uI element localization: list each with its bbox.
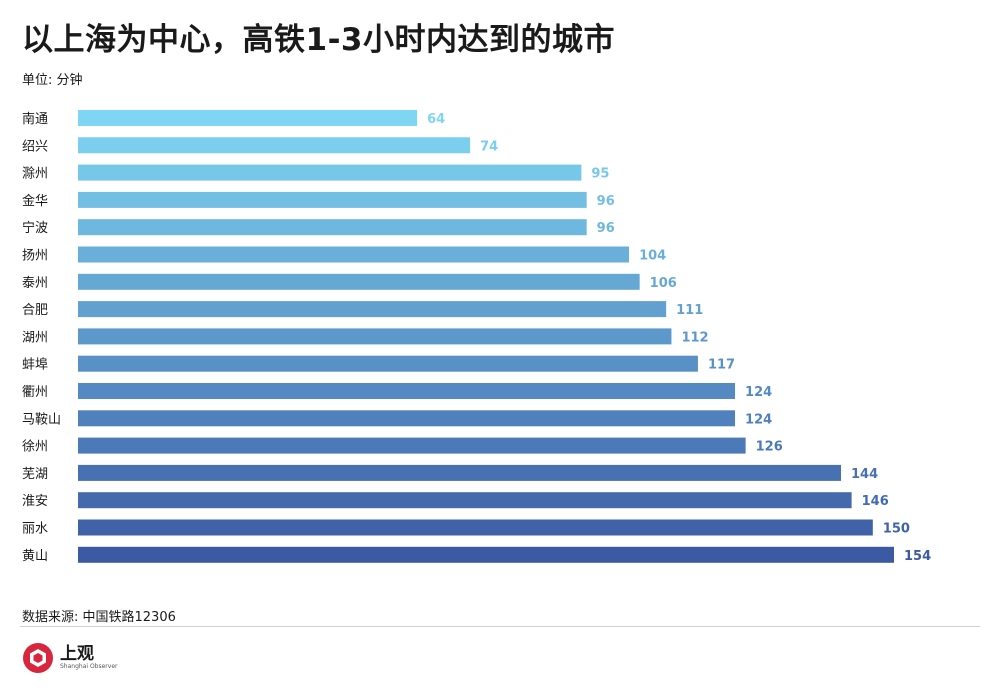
value-label: 144 <box>851 467 878 482</box>
category-label: 湖州 <box>22 330 48 345</box>
bar-chart: 南通 64 绍兴 74 滁州 95 金华 96 宁波 96 扬州 104 泰州 106 合肥 111 湖州 112… <box>22 110 931 564</box>
category-label: 泰州 <box>22 276 48 291</box>
category-label: 宁波 <box>22 220 48 236</box>
bar <box>78 246 630 263</box>
category-label: 合肥 <box>22 303 48 318</box>
value-label: 106 <box>650 276 677 291</box>
bar <box>78 328 672 345</box>
value-label: 124 <box>745 412 772 427</box>
value-label: 74 <box>480 139 498 154</box>
bar <box>78 219 587 236</box>
value-label: 154 <box>904 549 931 564</box>
value-label: 117 <box>708 358 735 373</box>
bar <box>78 519 873 536</box>
logo-text: 上观 <box>60 644 94 664</box>
category-label: 南通 <box>22 111 48 127</box>
value-label: 150 <box>883 522 910 537</box>
logo-mark-icon <box>23 643 53 673</box>
value-label: 95 <box>591 167 609 182</box>
bar <box>78 546 894 563</box>
category-label: 徐州 <box>22 440 48 455</box>
category-label: 绍兴 <box>22 139 48 154</box>
bar <box>78 492 852 509</box>
value-label: 104 <box>639 249 666 264</box>
logo-subtext: Shanghai Observer <box>60 663 118 670</box>
bar <box>78 191 587 208</box>
value-label: 126 <box>756 440 783 455</box>
chart-title: 以上海为中心，高铁1-3小时内达到的城市 <box>22 22 616 58</box>
value-label: 64 <box>427 112 445 127</box>
unit-label: 单位: 分钟 <box>22 73 83 88</box>
bar <box>78 464 842 481</box>
value-label: 146 <box>862 494 889 509</box>
publisher-logo: 上观 Shanghai Observer <box>22 640 117 676</box>
bar <box>78 383 736 399</box>
value-label: 96 <box>597 221 615 236</box>
category-label: 丽水 <box>22 522 48 537</box>
divider <box>20 626 980 627</box>
bar <box>78 355 698 372</box>
bar <box>78 164 582 181</box>
bar <box>78 301 667 318</box>
source-note: 数据来源: 中国铁路12306 <box>22 610 176 625</box>
category-label: 扬州 <box>22 249 48 264</box>
bar <box>78 437 746 454</box>
category-label: 蚌埠 <box>22 358 48 373</box>
category-label: 衢州 <box>22 385 48 400</box>
category-label: 金华 <box>22 193 48 209</box>
category-label: 马鞍山 <box>22 411 61 427</box>
bar <box>78 410 736 427</box>
bar <box>78 110 418 126</box>
value-label: 112 <box>681 330 708 345</box>
bar <box>78 273 640 290</box>
category-label: 淮安 <box>22 494 48 509</box>
value-label: 111 <box>676 303 703 318</box>
category-label: 滁州 <box>22 166 48 182</box>
category-label: 芜湖 <box>22 467 48 482</box>
value-label: 124 <box>745 385 772 400</box>
bar <box>78 137 471 154</box>
value-label: 96 <box>597 194 615 209</box>
category-label: 黄山 <box>22 549 48 564</box>
